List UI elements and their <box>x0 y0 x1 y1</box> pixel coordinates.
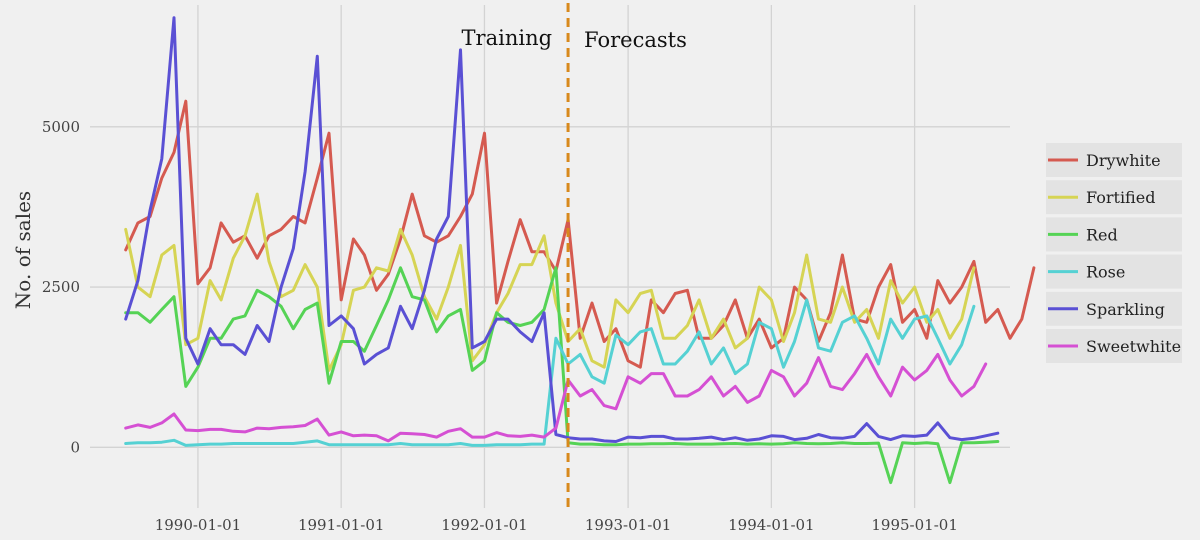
legend-label-sweetwhite: Sweetwhite <box>1086 337 1181 356</box>
x-tick-label-3: 1993-01-01 <box>585 516 671 534</box>
series-line-red <box>124 266 1000 485</box>
series-line-drywhite <box>124 99 1036 369</box>
x-tick-label-1: 1991-01-01 <box>298 516 384 534</box>
training-label: Training <box>462 26 553 50</box>
legend-label-sparkling: Sparkling <box>1086 300 1165 319</box>
legend-label-red: Red <box>1086 225 1118 244</box>
legend-label-fortified: Fortified <box>1086 188 1155 207</box>
legend-label-rose: Rose <box>1086 263 1125 282</box>
y-tick-label-2: 5000 <box>42 118 80 136</box>
x-tick-label-0: 1990-01-01 <box>155 516 241 534</box>
legend-label-bg-fortified <box>1080 180 1182 215</box>
series-line-sweetwhite <box>124 352 988 443</box>
y-tick-label-1: 2500 <box>42 278 80 296</box>
legend-label-bg-red <box>1080 217 1182 252</box>
grid-lines <box>90 5 1010 508</box>
y-tick-label-0: 0 <box>70 438 80 456</box>
series-line-fortified <box>124 192 976 372</box>
legend-label-bg-rose <box>1080 254 1182 289</box>
y-axis-ticks: 0 2500 5000 <box>42 118 80 457</box>
series-line-rose <box>124 298 976 447</box>
legend-label-drywhite: Drywhite <box>1086 151 1161 170</box>
x-axis-ticks: 1990-01-01 1991-01-01 1992-01-01 1993-01-01… <box>155 516 958 534</box>
x-tick-label-5: 1995-01-01 <box>871 516 957 534</box>
x-tick-label-4: 1994-01-01 <box>728 516 814 534</box>
train-forecast-split: Training Forecasts <box>462 3 687 508</box>
series-line-sparkling <box>124 16 1000 443</box>
forecasts-label: Forecasts <box>584 28 687 52</box>
series-lines <box>124 16 1036 485</box>
legend-label-bg-drywhite <box>1080 143 1182 177</box>
legend-label-bg-sweetwhite <box>1080 329 1182 363</box>
legend: Drywhite Fortified Red Rose Sparkling Sweetwh… <box>1046 143 1182 363</box>
legend-label-bg-sparkling <box>1080 291 1182 326</box>
x-tick-label-2: 1992-01-01 <box>441 516 527 534</box>
y-axis-title: No. of sales <box>11 191 35 309</box>
